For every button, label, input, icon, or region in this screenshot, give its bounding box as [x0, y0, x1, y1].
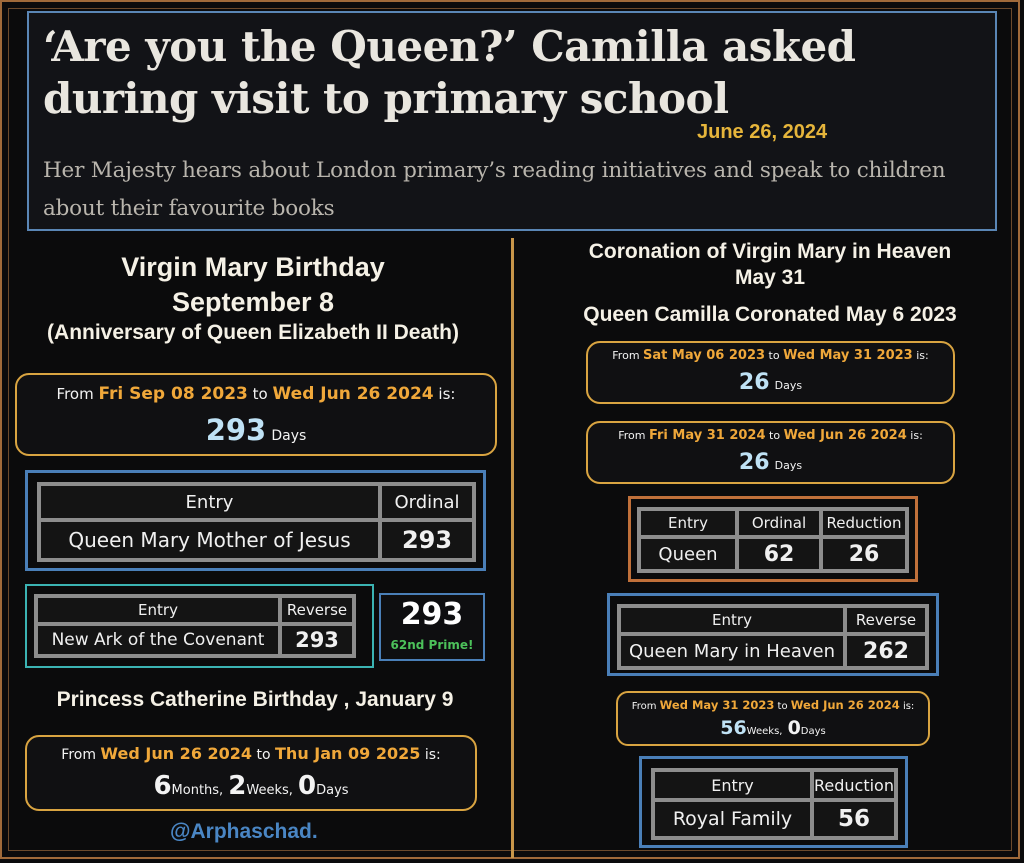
heaven-table: Entry Reverse Queen Mary in Heaven 262 — [617, 604, 929, 670]
reduction-value: 26 — [821, 537, 907, 571]
headline: ‘Are you the Queen?’ Camilla asked durin… — [43, 22, 856, 123]
prime-note: 62nd Prime! — [390, 638, 474, 652]
entry-cell: New Ark of the Covenant — [36, 624, 280, 656]
date-calc-may06-may31: From Sat May 06 2023 to Wed May 31 2023 … — [586, 341, 955, 404]
right-title-3: Queen Camilla Coronated May 6 2023 — [583, 303, 957, 326]
reverse-value: 262 — [845, 634, 927, 668]
reduction-value: 56 — [812, 800, 896, 838]
column-divider — [511, 238, 514, 858]
date-calc-may31-jun26: From Fri May 31 2024 to Wed Jun 26 2024 … — [586, 421, 955, 484]
left-title-2: September 8 — [171, 287, 335, 317]
article-header: ‘Are you the Queen?’ Camilla asked durin… — [27, 11, 997, 231]
left-title-3: (Anniversary of Queen Elizabeth II Death… — [47, 321, 459, 344]
royal-table: Entry Reduction Royal Family 56 — [651, 768, 898, 840]
prime-badge: 293 62nd Prime! — [379, 593, 485, 661]
royal-table-box: Entry Reduction Royal Family 56 — [639, 756, 908, 848]
header-date: June 26, 2024 — [697, 121, 828, 143]
date-calc-weeks: From Wed May 31 2023 to Wed Jun 26 2024 … — [616, 691, 930, 746]
prime-number: 293 — [400, 597, 464, 632]
catherine-title: Princess Catherine Birthday , January 9 — [56, 688, 454, 711]
subheadline: Her Majesty hears about London primary’s… — [43, 158, 946, 221]
date-calc-sep-jun: From Fri Sep 08 2023 to Wed Jun 26 2024 … — [15, 373, 497, 456]
ordinal-value: 62 — [737, 537, 821, 571]
queen-table: Entry Ordinal Reduction Queen 62 26 — [637, 507, 909, 573]
queen-table-box: Entry Ordinal Reduction Queen 62 26 — [628, 496, 918, 582]
right-title-1: Coronation of Virgin Mary in Heaven — [588, 240, 952, 263]
entry-cell: Queen — [639, 537, 737, 571]
ordinal-value: 293 — [380, 520, 474, 560]
entry-cell: Queen Mary Mother of Jesus — [39, 520, 380, 560]
author-credit: @Arphaschad. — [170, 820, 318, 843]
reverse-value: 293 — [280, 624, 354, 656]
days-value: 293 — [205, 413, 267, 447]
left-title-1: Virgin Mary Birthday — [121, 252, 385, 282]
ordinal-table-box: Entry Ordinal Queen Mary Mother of Jesus… — [25, 470, 486, 571]
entry-cell: Royal Family — [653, 800, 812, 838]
right-title-2: May 31 — [734, 266, 806, 289]
entry-cell: Queen Mary in Heaven — [619, 634, 845, 668]
reverse-table: Entry Reverse New Ark of the Covenant 29… — [34, 594, 356, 658]
heaven-table-box: Entry Reverse Queen Mary in Heaven 262 — [607, 593, 939, 676]
reverse-table-box: Entry Reverse New Ark of the Covenant 29… — [25, 584, 374, 668]
ordinal-table: Entry Ordinal Queen Mary Mother of Jesus… — [37, 482, 476, 562]
date-calc-jun-jan: From Wed Jun 26 2024 to Thu Jan 09 2025 … — [25, 735, 477, 811]
